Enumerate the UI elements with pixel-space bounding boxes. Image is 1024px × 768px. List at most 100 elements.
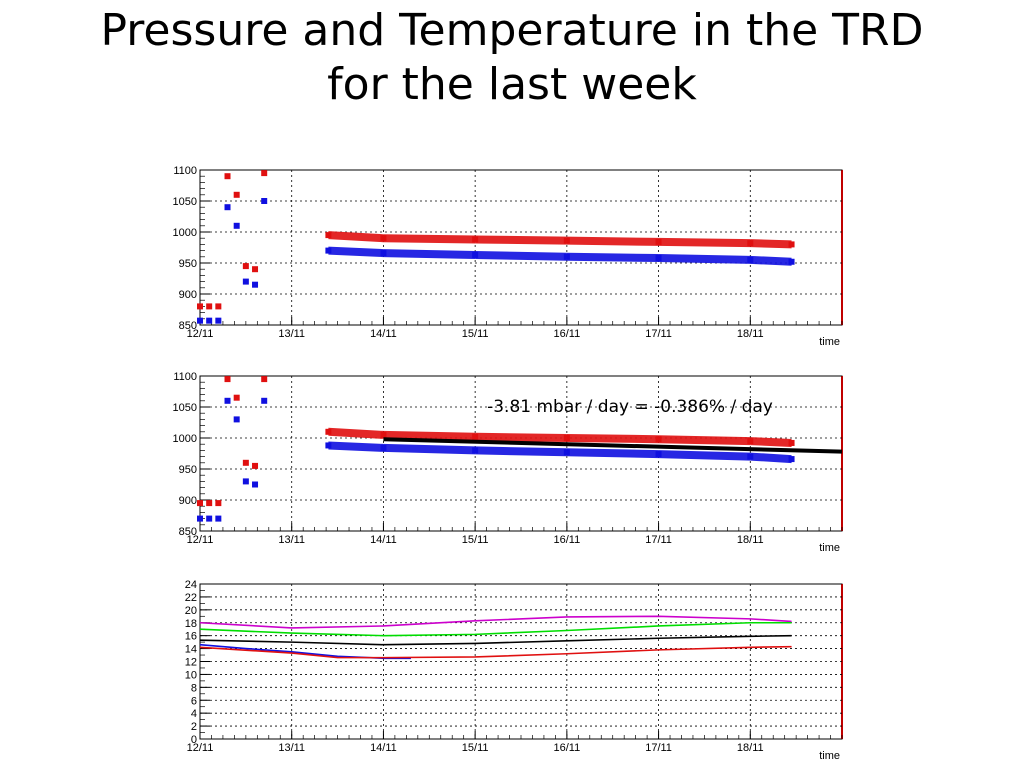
data-point [215,303,222,310]
data-band [566,236,659,246]
y-tick-label: 900 [179,289,197,301]
data-band [383,234,476,244]
data-point [206,500,213,507]
data-band [658,435,751,446]
y-tick-label: 14 [185,644,197,656]
data-point [788,241,795,248]
data-band [328,231,384,243]
data-point [215,515,222,522]
data-point [197,317,203,324]
data-band [750,437,792,447]
fit-annotation: -3.81 mbar / day = -0.386% / day [487,397,773,417]
data-band [566,448,659,459]
series-points-red [197,376,795,507]
y-tick-label: 950 [179,258,197,270]
data-point [655,255,662,262]
y-tick-label: 1100 [173,371,197,383]
temperature-chart: 12/11 13/11 14/11 15/11 16/11 17/11 18/11 0 2 4 6 8… [150,574,850,764]
y-tick-label: 900 [179,495,197,507]
data-band [328,427,384,439]
data-point [242,478,249,485]
data-point [233,222,240,229]
x-tick-label: 17/11 [645,328,672,340]
data-band [475,250,567,261]
data-point [242,459,249,466]
data-point [206,515,213,522]
x-tick-label: 18/11 [737,742,764,754]
x-tick-label: 18/11 [737,534,764,546]
x-axis-title: time [819,542,840,554]
x-tick-label: 14/11 [370,742,397,754]
series-points-red [197,170,795,310]
y-tick-label: 20 [185,605,197,617]
data-band [750,255,792,266]
y-tick-label: 18 [185,618,197,630]
data-point [261,198,268,204]
data-point [206,303,213,310]
y-tick-label: 6 [191,695,197,707]
data-band [475,432,567,442]
data-band [383,249,476,259]
x-tick-label: 13/11 [278,742,305,754]
data-point [215,317,222,324]
y-tick-label: 950 [179,464,197,476]
x-tick-label: 15/11 [462,534,489,546]
slide-title-line-2: for the last week [327,59,697,110]
data-band [566,434,659,444]
series-points-blue [197,397,795,522]
data-band [566,252,659,263]
data-band [328,441,384,452]
data-point [252,266,259,273]
y-tick-label: 24 [185,579,197,591]
y-tick-label: 1100 [173,165,197,177]
plot-frame [199,169,843,326]
y-tick-label: 16 [185,631,197,643]
data-band [750,239,792,249]
pressure-chart-1-svg: 12/11 13/11 14/11 15/11 16/11 17/11 18/11 850 90… [173,165,843,348]
y-tick-label: 22 [185,592,197,604]
data-point [197,515,203,522]
pressure-chart-1: 12/11 13/11 14/11 15/11 16/11 17/11 18/11 850 90… [150,160,850,350]
data-point [655,436,662,443]
data-point [788,456,795,463]
data-point [655,451,662,458]
x-tick-label: 12/11 [187,742,214,754]
y-tick-label: 8 [191,682,197,694]
data-band [750,452,792,464]
series-line-magenta [199,615,792,629]
data-band [328,246,384,258]
x-tick-label: 13/11 [278,328,305,340]
x-axis-title: time [819,750,840,762]
data-point [233,394,240,401]
data-point [242,278,249,285]
data-point [261,397,268,404]
y-tick-label: 12 [185,657,197,669]
x-tick-label: 15/11 [462,328,489,340]
data-band [475,235,567,245]
data-point [233,191,240,198]
data-point [215,500,222,507]
y-tick-label: 1000 [173,433,197,445]
y-tick-label: 1000 [173,227,197,239]
x-axis-title: time [819,336,840,348]
x-tick-label: 18/11 [737,328,764,340]
data-point [261,170,268,177]
y-tick-label: 850 [179,320,197,332]
x-tick-label: 12/11 [187,534,214,546]
data-point [252,481,259,488]
data-point [788,439,795,446]
pressure-chart-2-svg: 12/11 13/11 14/11 15/11 16/11 17/11 18/11 850 90… [173,371,843,554]
data-point [224,397,231,404]
data-point [252,462,259,469]
series-points-blue [197,198,795,324]
x-tick-label: 16/11 [553,742,580,754]
series-line-green [199,621,792,637]
x-tick-label: 13/11 [278,534,305,546]
data-point [252,281,259,288]
y-tick-label: 850 [179,526,197,538]
data-band [658,237,751,248]
x-tick-label: 16/11 [553,328,580,340]
data-point [206,317,213,324]
x-tick-label: 15/11 [462,742,489,754]
data-band [658,254,751,264]
